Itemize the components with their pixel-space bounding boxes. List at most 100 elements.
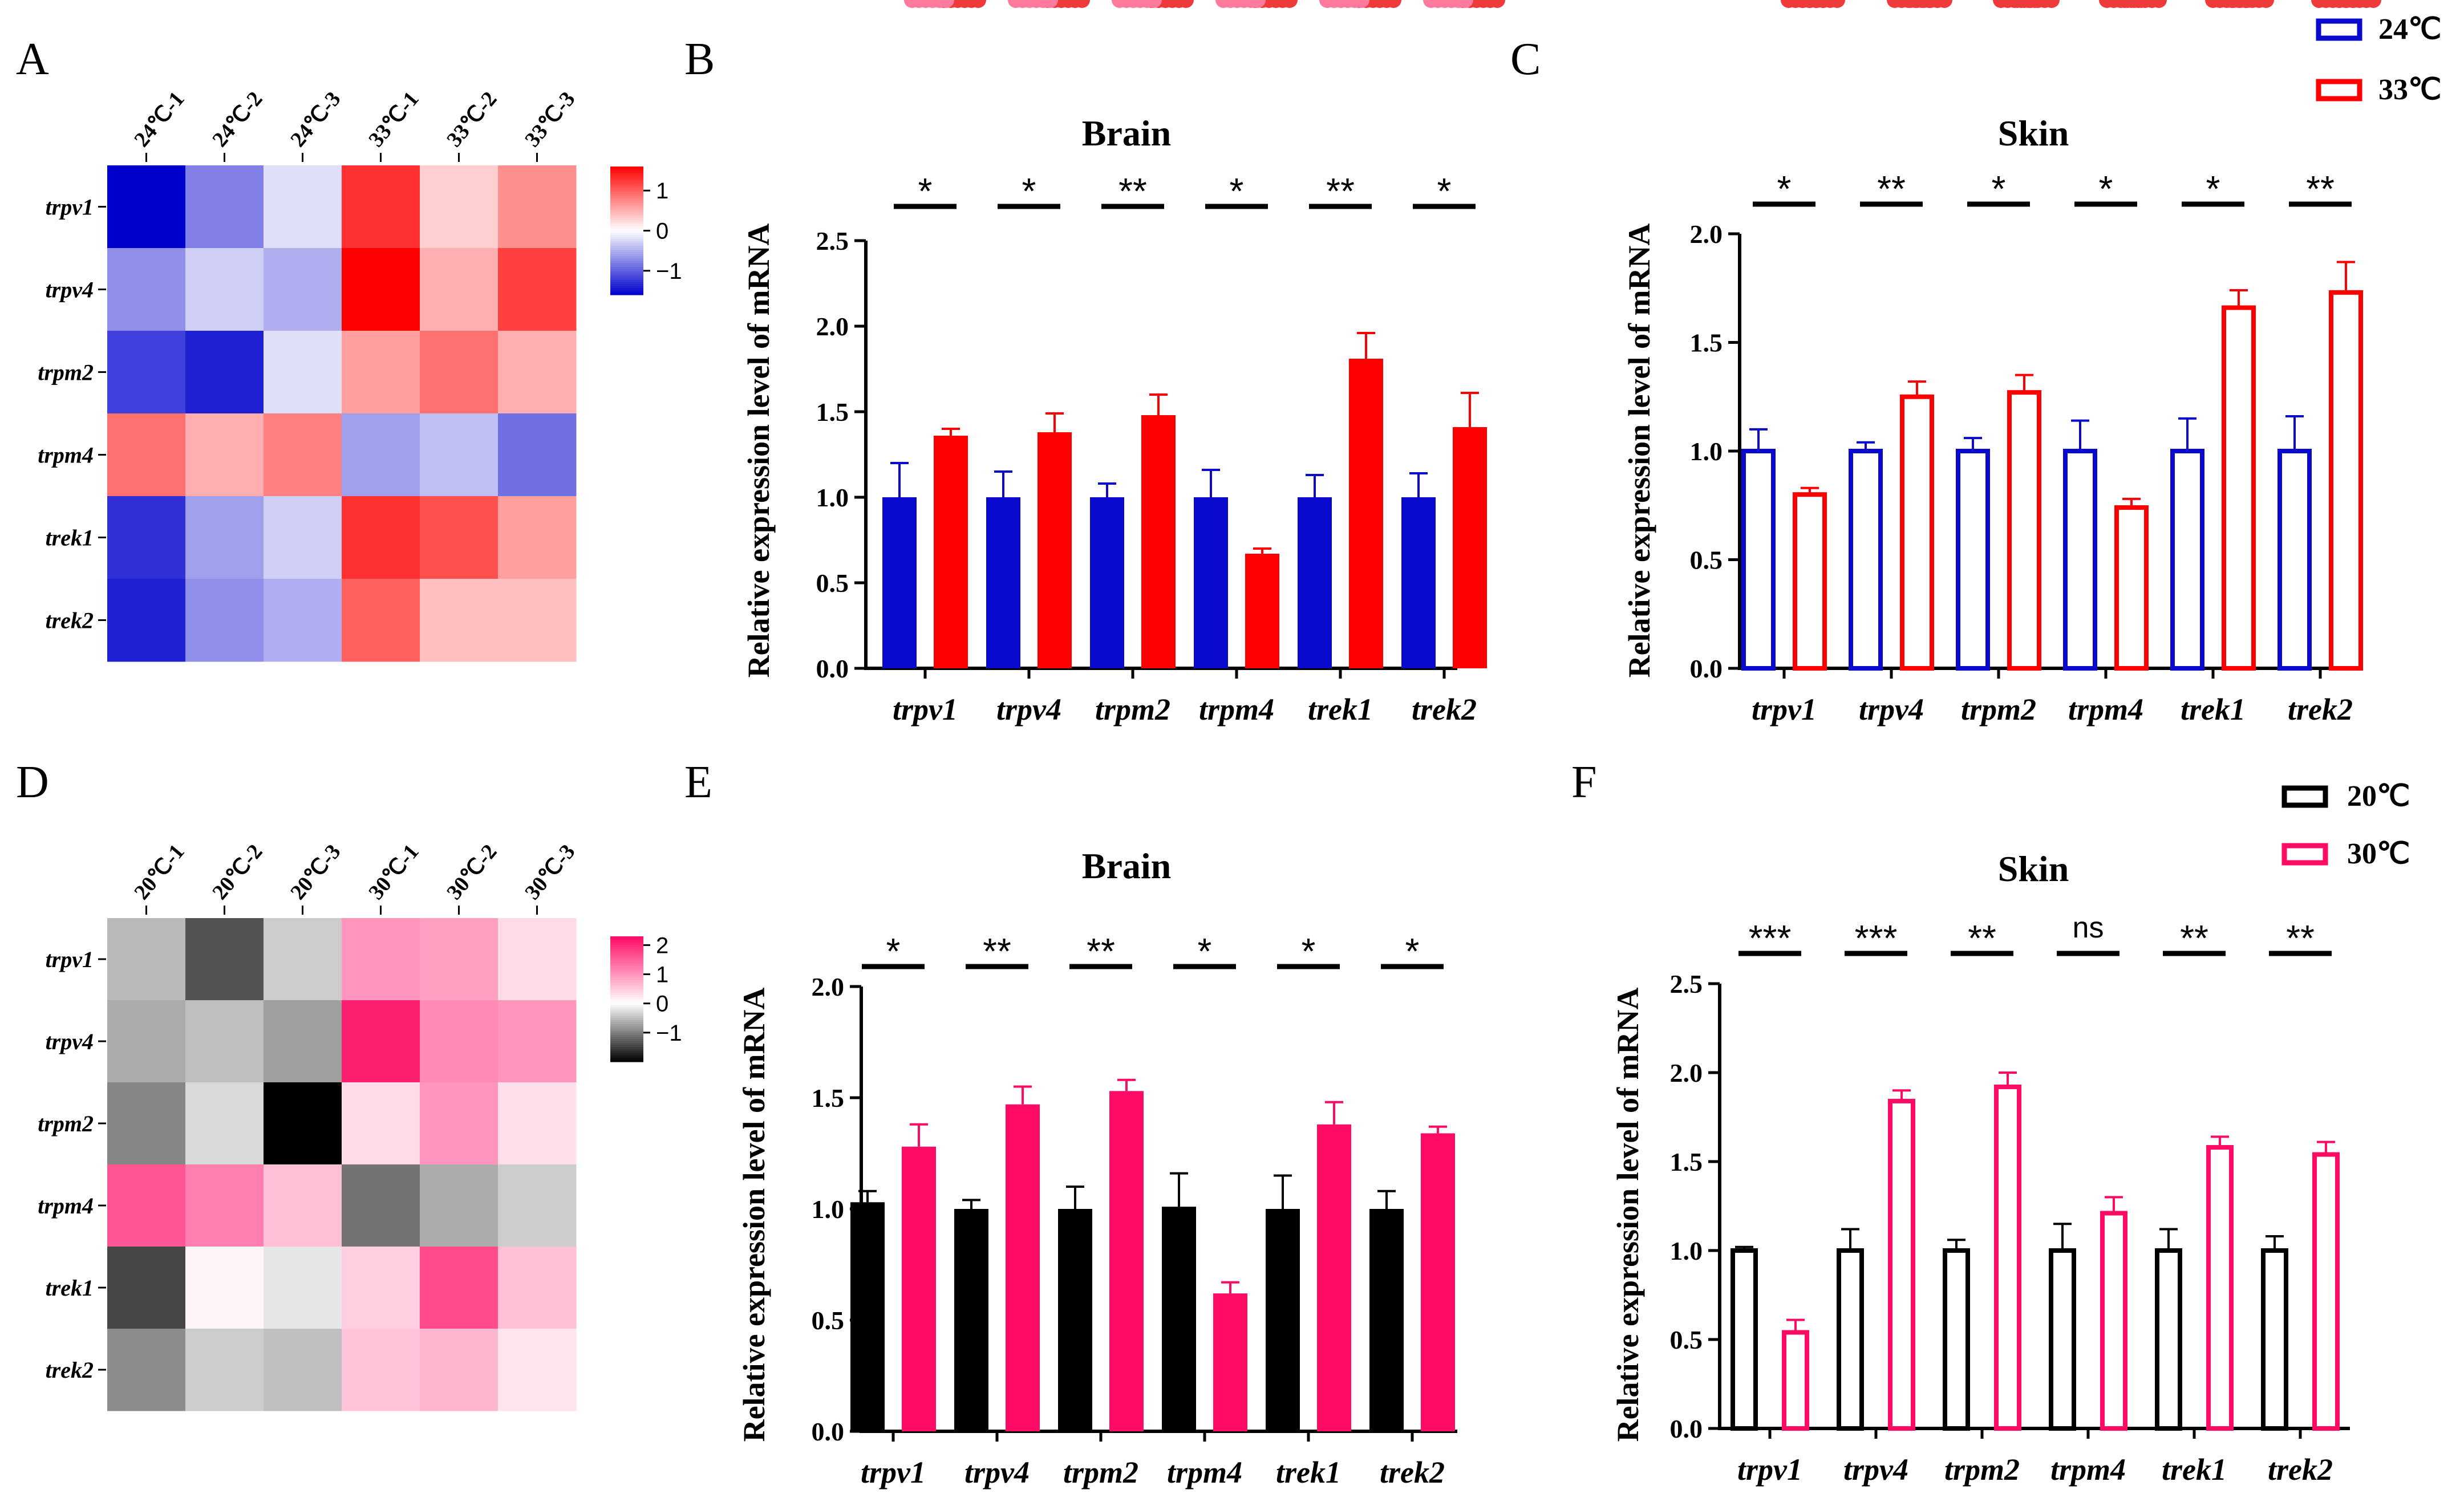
heatmap-cell xyxy=(264,1329,342,1411)
y-tick-label: 1.0 xyxy=(816,483,849,512)
colorbar-segment xyxy=(610,194,643,197)
chart-e-plot: 0.00.51.01.52.0trpv1*trpv4**trpm2**trpm4… xyxy=(812,0,1473,1489)
bar xyxy=(954,1209,988,1431)
heatmap-col-label: 20℃-1 xyxy=(129,840,189,904)
bar xyxy=(1741,449,1776,671)
legend-top-label-24: 24℃ xyxy=(2378,13,2441,46)
x-tick-label: trpv1 xyxy=(893,692,958,726)
bar xyxy=(850,1202,885,1431)
colorbar-segment xyxy=(610,991,643,993)
colorbar-segment xyxy=(610,179,643,182)
colorbar-segment xyxy=(610,175,643,178)
chart-b-title: Brain xyxy=(1082,113,1171,153)
x-tick-label: trpv1 xyxy=(1737,1452,1802,1487)
colorbar-segment xyxy=(610,1043,643,1046)
heatmap-cell xyxy=(185,165,264,249)
heatmap-cell xyxy=(185,496,264,579)
heatmap-cell xyxy=(420,1000,499,1083)
significance-label: * xyxy=(1022,171,1036,212)
heatmap-row-label: trpv4 xyxy=(46,277,94,303)
bar xyxy=(2049,1248,2076,1431)
significance-label: * xyxy=(2099,168,2113,209)
heatmap-cell xyxy=(342,1000,420,1083)
x-tick-label: trpm4 xyxy=(1167,1455,1242,1489)
bar xyxy=(1401,497,1436,668)
heatmap-col-label: 30℃-3 xyxy=(520,840,579,904)
heatmap-cell xyxy=(264,1247,342,1329)
colorbar-segment xyxy=(610,265,643,267)
heatmap-cell xyxy=(342,413,420,497)
colorbar-tick-label: 1 xyxy=(656,963,668,988)
colorbar-segment xyxy=(610,1030,643,1033)
chart-b-plot: 0.00.51.01.52.02.5trpv1*trpv4*trpm2**trp… xyxy=(816,0,1505,726)
data-point xyxy=(2027,0,2043,8)
heatmap-row-label: trek1 xyxy=(46,525,94,551)
colorbar-segment xyxy=(610,171,643,173)
heatmap-cell xyxy=(185,1164,264,1247)
bar xyxy=(1349,359,1383,668)
colorbar-segment xyxy=(610,947,643,949)
heatmap-col-label: 33℃-2 xyxy=(442,87,501,152)
colorbar-segment xyxy=(610,943,643,945)
data-point xyxy=(938,0,954,8)
heatmap-cell xyxy=(420,1164,499,1247)
data-point xyxy=(1282,0,1298,8)
heatmap-cell xyxy=(498,1000,577,1083)
legend-bottom: 20℃ 30℃ xyxy=(2281,780,2410,870)
heatmap-row-label: trek1 xyxy=(46,1275,94,1301)
bar xyxy=(1194,497,1228,668)
colorbar-segment xyxy=(610,230,643,233)
bar xyxy=(1038,432,1072,668)
colorbar-segment xyxy=(610,1047,643,1050)
bar xyxy=(902,1146,936,1431)
bar-chart-c: Skin Relative expression level of mRNA 0… xyxy=(1622,0,2381,726)
colorbar-segment xyxy=(610,243,643,246)
colorbar-segment xyxy=(610,1018,643,1021)
data-point xyxy=(2044,0,2060,8)
heatmap-cell xyxy=(342,331,420,414)
heatmap-cell xyxy=(420,248,499,331)
data-point xyxy=(1457,0,1473,8)
colorbar-segment xyxy=(610,250,643,253)
heatmap-cell xyxy=(420,1082,499,1165)
heatmap-cell xyxy=(342,1164,420,1247)
significance-label: * xyxy=(1302,931,1316,972)
heatmap-cell xyxy=(498,413,577,497)
heatmap-cell xyxy=(264,331,342,414)
colorbar-segment xyxy=(610,1009,643,1012)
bar xyxy=(1266,1209,1300,1431)
heatmap-cell xyxy=(264,1082,342,1165)
heatmap-cell xyxy=(264,1164,342,1247)
bar xyxy=(1421,1133,1455,1431)
bar-chart-f: Skin Relative expression level of mRNA 0… xyxy=(1611,0,2361,1487)
data-point xyxy=(1829,0,1845,8)
heatmap-cell xyxy=(420,496,499,579)
heatmap-cell xyxy=(107,496,186,579)
colorbar-segment xyxy=(610,1056,643,1058)
y-tick-label: 1.5 xyxy=(812,1083,845,1113)
colorbar-segment xyxy=(610,936,643,939)
bar xyxy=(1453,427,1487,668)
heatmap-cell xyxy=(498,496,577,579)
colorbar-segment xyxy=(610,247,643,250)
y-tick-label: 0.0 xyxy=(1670,1414,1703,1443)
heatmap-a: 24℃-1 24℃-2 24℃-3 33℃-1 33℃-2 33℃-3 trpv1trpv… xyxy=(38,87,682,662)
bar xyxy=(1213,1293,1247,1431)
bar xyxy=(2114,505,2149,671)
colorbar-segment xyxy=(610,1020,643,1022)
significance-label: ** xyxy=(2306,168,2335,209)
colorbar-tick-label: 0 xyxy=(656,992,668,1017)
colorbar-segment xyxy=(610,220,643,223)
colorbar-segment xyxy=(610,258,643,261)
colorbar-segment xyxy=(610,288,643,291)
data-point xyxy=(1074,0,1090,8)
colorbar-segment xyxy=(610,1012,643,1014)
colorbar-segment xyxy=(610,1028,643,1031)
heatmap-cell xyxy=(342,579,420,662)
y-tick-label: 0.5 xyxy=(812,1306,845,1335)
data-point xyxy=(1178,0,1194,8)
colorbar-segment xyxy=(610,961,643,964)
colorbar-segment xyxy=(610,275,643,278)
colorbar-segment xyxy=(610,987,643,989)
y-tick-label: 2.5 xyxy=(816,226,849,255)
